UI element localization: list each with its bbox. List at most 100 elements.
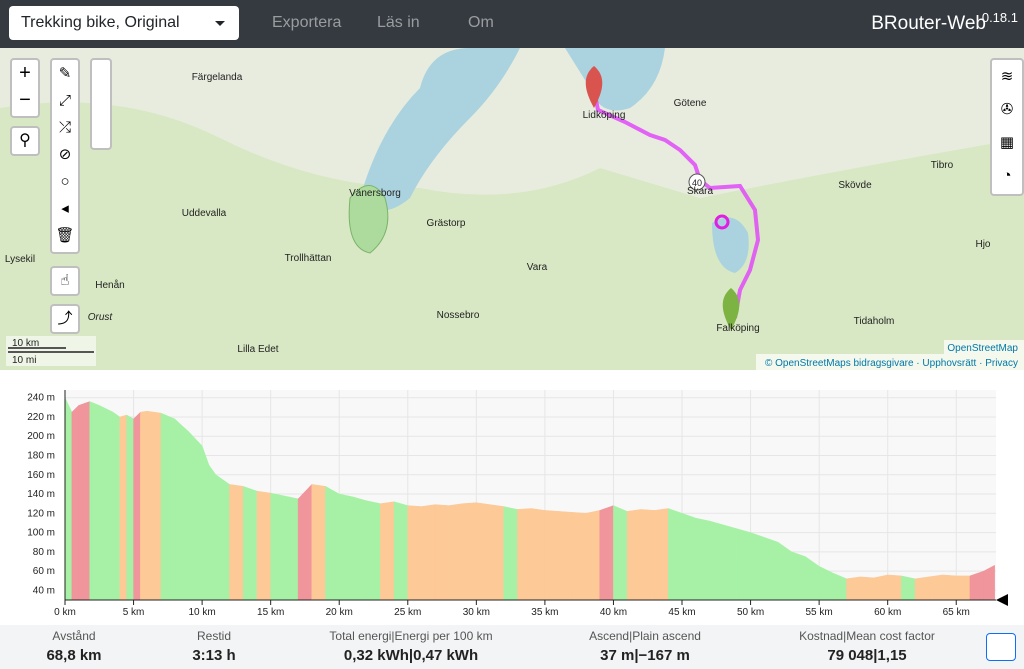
stat-value: 68,8 km — [46, 647, 102, 664]
elevation-segment — [722, 524, 738, 601]
elevation-segment — [983, 564, 995, 601]
pan-button[interactable]: ☝ — [50, 266, 80, 296]
profile-button[interactable] — [986, 633, 1016, 661]
scale-metric: 10 km — [12, 338, 39, 349]
lake-hornborga — [712, 217, 749, 273]
elevation-segment — [544, 510, 559, 601]
place-label: Trollhättan — [285, 253, 332, 264]
place-label: Lilla Edet — [237, 344, 278, 355]
elevation-segment — [914, 576, 930, 601]
elevation-segment — [873, 574, 888, 601]
x-tick-label: 5 km — [123, 607, 145, 618]
search-button[interactable]: ⚲ — [10, 126, 40, 156]
end-marker[interactable] — [585, 66, 603, 108]
elevation-segment — [270, 492, 285, 601]
sidebar-tabs[interactable]: ≋ ✇ ▦ ◔ — [990, 58, 1024, 196]
draw-toolbar[interactable]: ✎ ⤢ ⤮ ⊘ ○ ◂ 🗑 — [50, 58, 80, 254]
attribution[interactable]: © OpenStreetMaps bidragsgivare · Upphovs… — [765, 358, 1018, 369]
place-label: Falköping — [716, 323, 759, 334]
place-label: Grästorp — [427, 218, 466, 229]
elevation-segment — [928, 574, 943, 601]
about-button[interactable]: Om — [468, 14, 494, 31]
export-button[interactable]: Exportera — [272, 14, 342, 31]
elevation-segment — [860, 576, 875, 601]
y-tick-label: 120 m — [27, 508, 55, 519]
elevation-segment — [955, 575, 971, 601]
y-tick-label: 160 m — [27, 470, 55, 481]
elevation-segment — [133, 411, 141, 601]
road-shield — [688, 173, 706, 191]
elevation-segment — [654, 508, 669, 601]
elevation-segment — [284, 495, 299, 601]
elevation-segment — [599, 505, 614, 601]
elevation-segment — [208, 464, 217, 601]
attribution-box — [756, 354, 1024, 370]
elevation-segment — [297, 483, 313, 601]
x-tick-label: 60 km — [874, 607, 901, 618]
zoom-out[interactable]: − — [19, 89, 31, 111]
elevation-segment — [503, 506, 518, 601]
elevation-segment — [366, 500, 381, 601]
elevation-segment — [572, 512, 587, 601]
place-label: Orust — [88, 312, 114, 323]
elevation-segment — [901, 575, 916, 601]
stat: Avstånd 68,8 km — [0, 629, 184, 664]
attribution-box — [944, 340, 1024, 354]
elevation-segment — [887, 574, 902, 601]
navbar: Trekking bike, Original Exportera Läs in… — [0, 0, 1024, 48]
elevation-segment — [256, 490, 271, 601]
place-label: Tibro — [931, 160, 954, 171]
x-tick-label: 20 km — [326, 607, 353, 618]
place-label: Henån — [95, 279, 124, 291]
zoom-control: + − — [10, 58, 40, 118]
position-marker — [996, 594, 1008, 606]
tile-attribution[interactable]: OpenStreetMap — [947, 343, 1018, 354]
profile-select[interactable]: Trekking bike, Original — [9, 6, 239, 40]
profile-toggle[interactable]: ⤴ — [50, 304, 80, 334]
start-marker[interactable] — [722, 288, 740, 330]
x-tick-label: 65 km — [943, 607, 970, 618]
place-label: Hjo — [975, 239, 990, 250]
elevation-segment — [434, 504, 450, 601]
stat-value: 37 m|−167 m — [600, 647, 690, 664]
elevation-segment — [421, 504, 436, 601]
stat-value: 0,32 kWh|0,47 kWh — [343, 647, 479, 664]
place-label: Tidaholm — [854, 316, 895, 327]
elevation-segment — [942, 574, 957, 601]
y-tick-label: 140 m — [27, 489, 55, 500]
y-tick-label: 80 m — [33, 547, 55, 558]
place-label: Skara — [687, 186, 714, 197]
x-tick-label: 55 km — [806, 607, 833, 618]
elevation-segment — [407, 505, 422, 601]
stat-label: Total energi|Energi per 100 km — [329, 629, 493, 643]
map: 40 Färgelanda Götene Lidköping Vänersborg Ud… — [0, 48, 1024, 370]
lake-north — [565, 48, 665, 111]
y-tick-label: 240 m — [27, 393, 55, 404]
y-tick-label: 180 m — [27, 451, 55, 462]
y-tick-label: 60 m — [33, 566, 55, 577]
elevation-segment — [668, 508, 683, 601]
elevation-segment — [846, 576, 861, 601]
zoom-in[interactable]: + — [19, 62, 31, 84]
via-point[interactable] — [714, 214, 730, 230]
place-label: Lysekil — [5, 254, 35, 265]
place-label: Vara — [527, 262, 548, 273]
scale-imperial: 10 mi — [12, 355, 36, 366]
elevation-segment — [188, 430, 203, 601]
x-tick-label: 25 km — [394, 607, 421, 618]
opacity-slider[interactable] — [90, 58, 112, 150]
brand: BRouter-Web — [871, 13, 986, 34]
elevation-segment — [695, 517, 710, 601]
elevation-segment — [126, 414, 134, 601]
load-button[interactable]: Läs in — [377, 14, 420, 31]
y-tick-label: 200 m — [27, 431, 55, 442]
elevation-segment — [448, 503, 463, 601]
y-tick-label: 220 m — [27, 412, 55, 423]
elevation-segment — [750, 532, 765, 601]
elevation-segment — [681, 512, 696, 601]
place-label: Färgelanda — [192, 72, 243, 83]
stat-label: Restid — [196, 629, 231, 643]
y-tick-label: 100 m — [27, 528, 55, 539]
road-number: 40 — [692, 178, 702, 188]
place-label: Götene — [674, 98, 707, 109]
